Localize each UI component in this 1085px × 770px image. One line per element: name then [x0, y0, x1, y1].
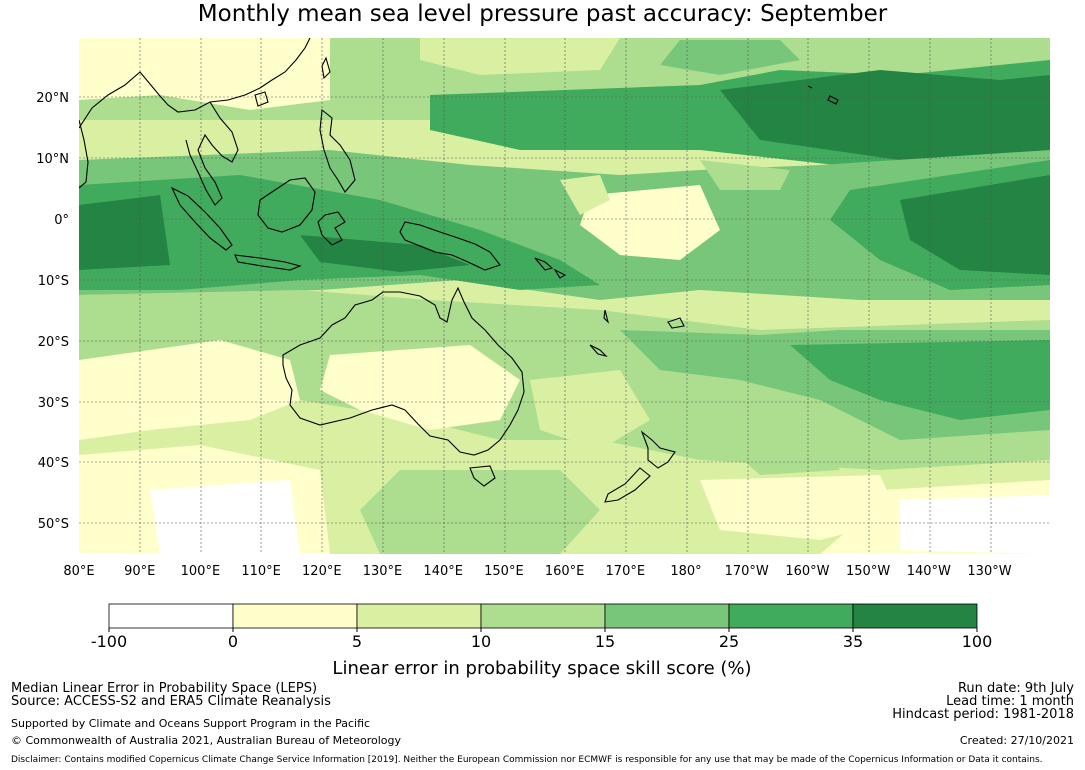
- colorbar-tick-label: 5: [352, 632, 362, 651]
- lon-tick-label: 160°W: [785, 564, 829, 579]
- lon-tick-label: 160°E: [545, 564, 585, 579]
- colorbar-tick-label: 15: [595, 632, 615, 651]
- colorbar-segment: [604, 603, 730, 629]
- lon-tick-label: 130°E: [363, 564, 403, 579]
- lon-tick-label: 170°E: [606, 564, 646, 579]
- longitude-labels: 80°E 90°E 100°E 110°E 120°E 130°E 140°E 150°E 16…: [63, 564, 1011, 579]
- solomon-islands-coastline: [534, 257, 567, 279]
- colorbar-segment: [232, 603, 358, 629]
- latitude-labels: 20°N 10°N 0° 10°S 20°S 30°S 40°S 50°S: [36, 91, 69, 532]
- graticule: [79, 38, 1050, 554]
- lat-tick-label: 20°N: [36, 91, 69, 106]
- lon-tick-label: 180°: [670, 564, 701, 579]
- footer-hindcast-period: Hindcast period: 1981-2018: [892, 707, 1074, 722]
- footer-lead-time: Lead time: 1 month: [946, 694, 1074, 709]
- lon-tick-label: 110°E: [241, 564, 281, 579]
- colorbar-segment: [480, 603, 606, 629]
- vanuatu-coastline: [603, 309, 610, 324]
- lon-tick-label: 170°W: [725, 564, 769, 579]
- colorbar-tick-label: 10: [471, 632, 491, 651]
- lat-tick-label: 10°S: [38, 274, 69, 289]
- colorbar: -100 0 5 10 15 25 35 100: [91, 603, 993, 651]
- lon-tick-label: 90°E: [124, 564, 155, 579]
- new-guinea-coastline: [399, 221, 501, 271]
- footer-support-text: Supported by Climate and Oceans Support …: [11, 717, 371, 730]
- colorbar-tick-label: 100: [962, 632, 993, 651]
- hawaii-coastline: [807, 85, 839, 105]
- colorbar-tick-label: -100: [91, 632, 127, 651]
- lon-tick-label: 130°W: [967, 564, 1011, 579]
- lon-tick-label: 120°E: [302, 564, 342, 579]
- footer-leps-text: Median Linear Error in Probability Space…: [11, 681, 318, 696]
- lat-tick-label: 0°: [54, 213, 69, 228]
- colorbar-tick-label: 25: [719, 632, 739, 651]
- lon-tick-label: 100°E: [181, 564, 221, 579]
- footer-copyright-text: © Commonwealth of Australia 2021, Austra…: [11, 734, 401, 747]
- hainan-coastline: [254, 91, 269, 107]
- borneo-coastline: [257, 177, 316, 233]
- footer-source-text: Source: ACCESS-S2 and ERA5 Climate Reana…: [11, 694, 331, 709]
- lon-tick-label: 80°E: [63, 564, 94, 579]
- skill-score-field: [79, 38, 1050, 554]
- coastlines: [79, 38, 839, 503]
- footer-run-date: Run date: 9th July: [957, 681, 1074, 696]
- india-coastline: [79, 119, 89, 189]
- colorbar-segment: [108, 603, 234, 629]
- asia-mainland-coastline: [79, 38, 311, 129]
- lat-tick-label: 30°S: [38, 396, 69, 411]
- lon-tick-label: 140°E: [423, 564, 463, 579]
- indochina-coastline: [185, 101, 239, 206]
- new-zealand-north-coastline: [640, 430, 676, 469]
- australia-coastline: [282, 286, 525, 456]
- java-coastline: [234, 254, 302, 271]
- footer-disclaimer: Disclaimer: Contains modified Copernicus…: [11, 755, 1043, 765]
- lat-tick-label: 20°S: [38, 335, 69, 350]
- sumatra-coastline: [170, 186, 233, 251]
- fiji-coastline: [667, 317, 685, 329]
- new-caledonia-coastline: [589, 344, 608, 358]
- map-title: Monthly mean sea level pressure past acc…: [197, 1, 888, 27]
- lat-tick-label: 10°N: [36, 152, 69, 167]
- footer-created-date: Created: 27/10/2021: [959, 734, 1074, 747]
- colorbar-tick-label: 35: [843, 632, 863, 651]
- taiwan-coastline: [321, 56, 331, 80]
- colorbar-segment: [852, 603, 978, 629]
- lat-tick-label: 50°S: [38, 517, 69, 532]
- lat-tick-label: 40°S: [38, 456, 69, 471]
- tasmania-coastline: [469, 465, 496, 487]
- new-zealand-south-coastline: [604, 467, 651, 503]
- sulawesi-coastline: [317, 211, 346, 246]
- colorbar-tick-label: 0: [228, 632, 238, 651]
- lon-tick-label: 150°W: [846, 564, 890, 579]
- colorbar-segment: [728, 603, 854, 629]
- lon-tick-label: 150°E: [484, 564, 524, 579]
- philippines-coastline: [319, 108, 356, 193]
- colorbar-segment: [356, 603, 482, 629]
- colorbar-title: Linear error in probability space skill …: [332, 658, 751, 679]
- lon-tick-label: 140°W: [907, 564, 951, 579]
